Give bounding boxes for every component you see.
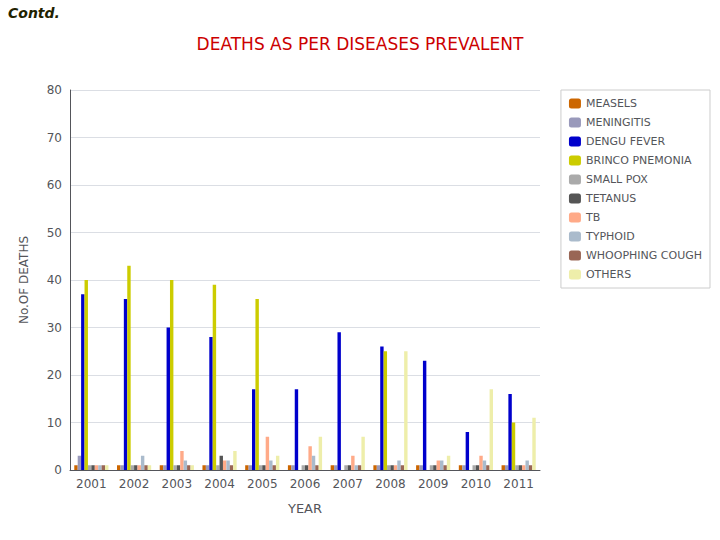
svg-text:2007: 2007 [332,477,363,491]
svg-text:2004: 2004 [204,477,235,491]
svg-text:DEATHS AS PER DISEASES PREVALE: DEATHS AS PER DISEASES PREVALENT [197,34,524,54]
svg-text:OTHERS: OTHERS [586,268,631,281]
svg-text:No.OF DEATHS: No.OF DEATHS [17,236,31,324]
svg-text:2009: 2009 [418,477,449,491]
svg-text:YEAR: YEAR [287,501,322,516]
svg-text:20: 20 [47,368,62,382]
svg-text:70: 70 [47,131,62,145]
svg-text:DENGU FEVER: DENGU FEVER [586,135,665,148]
svg-text:Contd.: Contd. [8,5,60,21]
svg-text:2001: 2001 [76,477,107,491]
svg-text:SMALL POX: SMALL POX [586,173,648,186]
svg-text:TETANUS: TETANUS [585,192,636,205]
svg-text:10: 10 [47,416,62,430]
svg-text:2006: 2006 [290,477,321,491]
svg-text:2005: 2005 [247,477,278,491]
svg-text:BRINCO PNEMONIA: BRINCO PNEMONIA [586,154,692,167]
svg-text:2002: 2002 [119,477,150,491]
svg-text:TYPHOID: TYPHOID [585,230,635,243]
svg-text:80: 80 [47,83,62,97]
svg-text:TB: TB [585,211,600,224]
svg-text:MEASELS: MEASELS [586,97,637,110]
svg-text:30: 30 [47,321,62,335]
svg-text:2008: 2008 [375,477,406,491]
svg-text:50: 50 [47,226,62,240]
svg-text:40: 40 [47,273,62,287]
svg-text:WHOOPHING COUGH: WHOOPHING COUGH [586,249,702,262]
svg-text:2010: 2010 [461,477,492,491]
svg-text:60: 60 [47,178,62,192]
svg-text:2003: 2003 [162,477,193,491]
svg-text:2011: 2011 [503,477,534,491]
svg-text:0: 0 [54,463,62,477]
svg-text:MENINGITIS: MENINGITIS [586,116,651,129]
